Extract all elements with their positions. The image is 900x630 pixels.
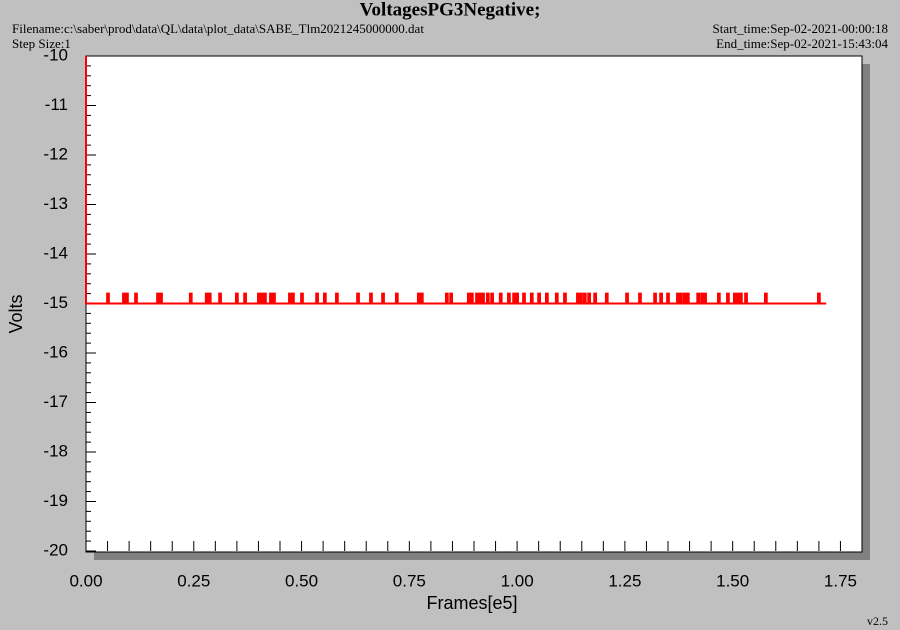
x-tick-label: 0.50 [285, 571, 318, 590]
y-tick-label: -11 [45, 95, 68, 114]
version: v2.5 [867, 614, 888, 628]
x-tick-label: 0.25 [177, 571, 210, 590]
end-time: End_time:Sep-02-2021-15:43:04 [716, 36, 888, 51]
x-tick-label: 1.75 [824, 571, 857, 590]
y-tick-label: -16 [43, 342, 68, 361]
x-tick-label: 0.00 [69, 571, 102, 590]
y-axis-label: Volts [6, 294, 26, 333]
y-tick-label: -10 [43, 45, 68, 64]
step-size: Step Size:1 [12, 36, 71, 51]
y-tick-label: -12 [43, 144, 68, 163]
y-tick-label: -13 [43, 194, 68, 213]
y-tick-label: -15 [43, 293, 68, 312]
x-tick-label: 0.75 [393, 571, 426, 590]
x-axis-label: Frames[e5] [426, 593, 517, 613]
x-tick-label: 1.25 [608, 571, 641, 590]
data-line [85, 56, 827, 305]
chart-title: VoltagesPG3Negative; [360, 0, 541, 20]
y-tick-label: -19 [43, 491, 68, 510]
filename: Filename:c:\saber\prod\data\QL\data\plot… [12, 21, 424, 36]
y-tick-label: -18 [43, 441, 68, 460]
x-tick-label: 1.50 [716, 571, 749, 590]
x-tick-label: 1.00 [501, 571, 534, 590]
start-time: Start_time:Sep-02-2021-00:00:18 [713, 21, 888, 36]
y-tick-label: -20 [43, 540, 68, 559]
y-tick-label: -17 [43, 392, 68, 411]
y-tick-label: -14 [43, 243, 68, 262]
